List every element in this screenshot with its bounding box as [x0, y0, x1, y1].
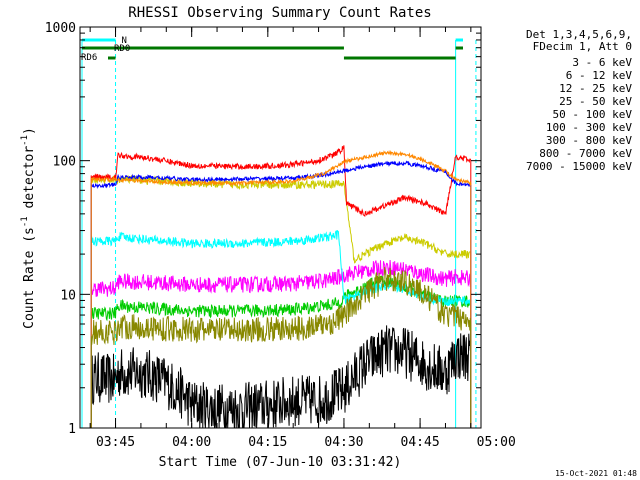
y-tick-label: 1000	[45, 21, 76, 36]
legend-entry: 25 - 50 keV	[559, 95, 632, 108]
y-axis-label-part3: )	[22, 127, 37, 135]
legend-header-2: FDecim 1, Att 0	[533, 40, 632, 53]
legend-entry: 6 - 12 keV	[566, 69, 633, 82]
chart-title: RHESSI Observing Summary Count Rates	[128, 5, 431, 21]
legend-entry: 12 - 25 keV	[559, 82, 632, 95]
legend-entry: 3 - 6 keV	[572, 56, 632, 69]
series-line	[90, 325, 472, 429]
x-tick-label: 03:45	[96, 435, 135, 450]
footer-date: 15-Oct-2021 01:48	[555, 469, 637, 478]
axis-ticks: 1 10 100 1000 03:45 04:00 04:15 04:30 04:45 05:00	[45, 21, 516, 450]
y-tick-label: 10	[60, 288, 76, 303]
x-tick-label: 05:00	[477, 435, 516, 450]
y-axis-label: Count Rate (s-1 detector-1)	[20, 127, 37, 329]
plot-frame	[79, 26, 482, 429]
x-tick-label: 04:45	[401, 435, 440, 450]
series-line	[90, 145, 472, 428]
series-line	[90, 149, 472, 428]
rd0-flag-label: RD0	[114, 44, 130, 54]
x-tick-label: 04:15	[248, 435, 287, 450]
series-line	[90, 266, 472, 428]
x-tick-label: 04:30	[324, 435, 363, 450]
y-tick-label: 100	[53, 155, 76, 170]
y-axis-label-sup1: -1	[20, 216, 30, 227]
y-tick-label: 1	[68, 422, 76, 437]
night-flag-label: N	[122, 36, 127, 46]
y-axis-label-part1: Count Rate (s	[22, 227, 37, 329]
legend: Det 1,3,4,5,6,9, FDecim 1, Att 0 3 - 6 k…	[526, 28, 632, 173]
series-line	[90, 160, 472, 428]
legend-entry: 50 - 100 keV	[553, 108, 633, 121]
y-axis-label-sup2: -1	[20, 135, 30, 146]
series-line	[90, 259, 472, 428]
legend-entry: 100 - 300 keV	[546, 121, 632, 134]
legend-entry: 800 - 7000 keV	[539, 147, 632, 160]
rd6-flag-label: RD6	[81, 53, 97, 63]
x-axis-label: Start Time (07-Jun-10 03:31:42)	[159, 455, 402, 470]
y-axis-label-part2: detector	[22, 146, 37, 217]
legend-entry: 7000 - 15000 keV	[526, 160, 632, 173]
legend-entry: 300 - 800 keV	[546, 134, 632, 147]
legend-header-1: Det 1,3,4,5,6,9,	[526, 28, 632, 41]
x-tick-label: 04:00	[172, 435, 211, 450]
